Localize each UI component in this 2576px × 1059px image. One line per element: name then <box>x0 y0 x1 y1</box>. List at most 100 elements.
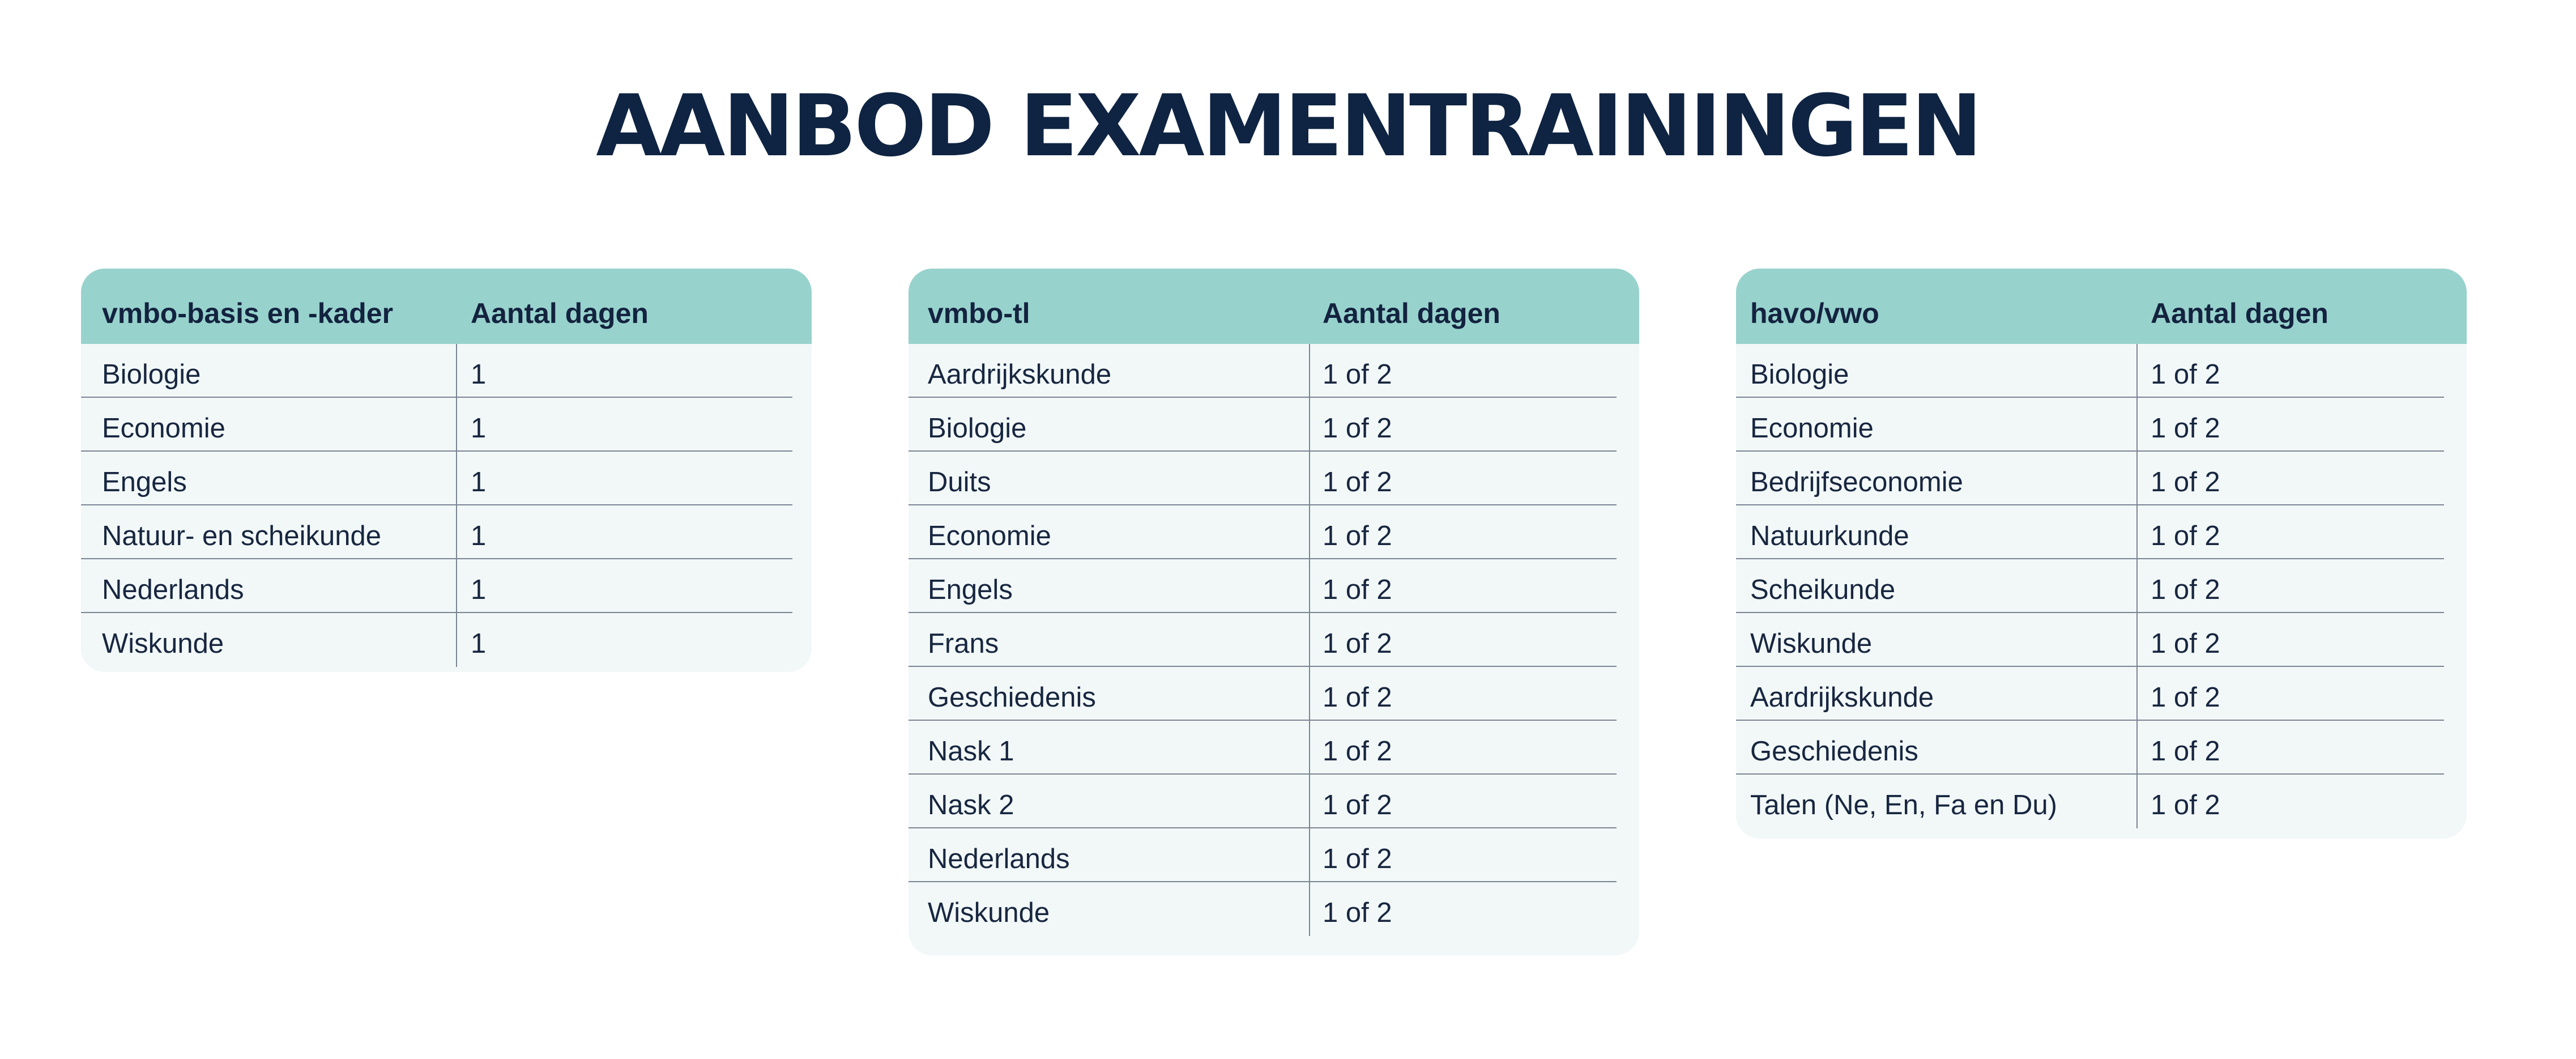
days-cell: 1 <box>471 359 487 390</box>
header-days: Aantal dagen <box>1323 297 1500 329</box>
subject-cell: Wiskunde <box>1750 628 1873 659</box>
days-cell: 1 of 2 <box>1323 359 1392 390</box>
subject-cell: Nask 2 <box>928 790 1014 820</box>
subject-cell: Nask 1 <box>928 736 1014 767</box>
table-row: Talen (Ne, En, Fa en Du) 1 of 2 <box>1736 775 2467 828</box>
subject-cell: Natuurkunde <box>1750 521 1909 551</box>
row-divider <box>1736 773 2444 775</box>
days-cell: 1 of 2 <box>2151 521 2220 551</box>
days-cell: 1 <box>471 467 487 497</box>
subject-cell: Engels <box>102 467 187 497</box>
days-cell: 1 of 2 <box>1323 413 1392 444</box>
days-cell: 1 of 2 <box>1323 575 1392 605</box>
subject-cell: Economie <box>928 521 1051 551</box>
table-row: Wiskunde 1 <box>81 613 812 667</box>
header-days: Aantal dagen <box>471 297 649 329</box>
row-divider <box>1736 612 2444 613</box>
subject-cell: Frans <box>928 628 999 659</box>
subject-cell: Economie <box>102 413 225 444</box>
table-header: havo/vwo Aantal dagen <box>1736 269 2467 344</box>
subject-cell: Natuur- en scheikunde <box>102 521 382 551</box>
page-title: AANBOD EXAMENTRAININGEN <box>596 77 1982 176</box>
table-row: Engels 1 of 2 <box>909 559 1639 613</box>
days-cell: 1 of 2 <box>1323 628 1392 659</box>
table-row: Aardrijkskunde 1 of 2 <box>909 344 1639 398</box>
table-row: Natuurkunde 1 of 2 <box>1736 505 2467 559</box>
table-row: Frans 1 of 2 <box>909 613 1639 667</box>
subject-cell: Wiskunde <box>928 898 1050 928</box>
days-cell: 1 of 2 <box>2151 682 2220 713</box>
days-cell: 1 of 2 <box>1323 844 1392 874</box>
table-row: Biologie 1 <box>81 344 812 398</box>
table-row: Bedrijfseconomie 1 of 2 <box>1736 452 2467 505</box>
row-divider <box>81 558 792 559</box>
table-row: Scheikunde 1 of 2 <box>1736 559 2467 613</box>
days-cell: 1 of 2 <box>2151 467 2220 497</box>
table-row: Wiskunde 1 of 2 <box>1736 613 2467 667</box>
subject-cell: Bedrijfseconomie <box>1750 467 1963 497</box>
days-cell: 1 of 2 <box>1323 790 1392 820</box>
days-cell: 1 of 2 <box>2151 790 2220 820</box>
subject-cell: Biologie <box>1750 359 1849 390</box>
days-cell: 1 of 2 <box>2151 736 2220 767</box>
table-row: Aardrijkskunde 1 of 2 <box>1736 667 2467 721</box>
table-row: Wiskunde 1 of 2 <box>909 882 1639 936</box>
row-divider <box>81 397 792 398</box>
row-divider <box>1736 397 2444 398</box>
table-row: Geschiedenis 1 of 2 <box>909 667 1639 721</box>
days-cell: 1 of 2 <box>1323 521 1392 551</box>
subject-cell: Duits <box>928 467 991 497</box>
row-divider <box>909 666 1617 667</box>
column-divider <box>456 344 457 667</box>
column-divider <box>2136 344 2138 828</box>
table-row: Nask 1 1 of 2 <box>909 721 1639 775</box>
subject-cell: Geschiedenis <box>928 682 1096 713</box>
table-row: Economie 1 of 2 <box>909 505 1639 559</box>
header-days: Aantal dagen <box>2151 297 2328 329</box>
days-cell: 1 of 2 <box>2151 575 2220 605</box>
row-divider <box>81 612 792 613</box>
header-level: havo/vwo <box>1750 297 1879 329</box>
subject-cell: Economie <box>1750 413 1874 444</box>
table-row: Engels 1 <box>81 452 812 505</box>
row-divider <box>81 504 792 505</box>
row-divider <box>909 397 1617 398</box>
days-cell: 1 of 2 <box>2151 413 2220 444</box>
subject-cell: Nederlands <box>102 575 244 605</box>
subject-cell: Wiskunde <box>102 628 224 659</box>
table-havo-vwo: havo/vwo Aantal dagen Biologie 1 of 2 Econ… <box>1736 269 2467 839</box>
table-header: vmbo-tl Aantal dagen <box>909 269 1639 344</box>
days-cell: 1 of 2 <box>2151 359 2220 390</box>
table-header: vmbo-basis en -kader Aantal dagen <box>81 269 812 344</box>
row-divider <box>1736 504 2444 505</box>
table-row: Biologie 1 of 2 <box>909 398 1639 452</box>
days-cell: 1 <box>471 575 487 605</box>
table-row: Natuur- en scheikunde 1 <box>81 505 812 559</box>
table-row: Nask 2 1 of 2 <box>909 775 1639 828</box>
subject-cell: Geschiedenis <box>1750 736 1918 767</box>
subject-cell: Engels <box>928 575 1013 605</box>
table-row: Economie 1 <box>81 398 812 452</box>
table-row: Biologie 1 of 2 <box>1736 344 2467 398</box>
row-divider <box>81 450 792 452</box>
row-divider <box>909 558 1617 559</box>
table-row: Economie 1 of 2 <box>1736 398 2467 452</box>
row-divider <box>909 773 1617 775</box>
table-vmbo-basis-kader: vmbo-basis en -kader Aantal dagen Biolog… <box>81 269 812 672</box>
table-row: Nederlands 1 of 2 <box>909 828 1639 882</box>
days-cell: 1 of 2 <box>2151 628 2220 659</box>
subject-cell: Biologie <box>102 359 201 390</box>
row-divider <box>909 720 1617 721</box>
row-divider <box>909 827 1617 828</box>
days-cell: 1 <box>471 628 487 659</box>
days-cell: 1 of 2 <box>1323 898 1392 928</box>
row-divider <box>909 504 1617 505</box>
days-cell: 1 of 2 <box>1323 682 1392 713</box>
header-level: vmbo-tl <box>928 297 1030 329</box>
column-divider <box>1309 344 1310 936</box>
subject-cell: Biologie <box>928 413 1027 444</box>
row-divider <box>1736 720 2444 721</box>
subject-cell: Nederlands <box>928 844 1070 874</box>
days-cell: 1 <box>471 413 487 444</box>
table-row: Duits 1 of 2 <box>909 452 1639 505</box>
